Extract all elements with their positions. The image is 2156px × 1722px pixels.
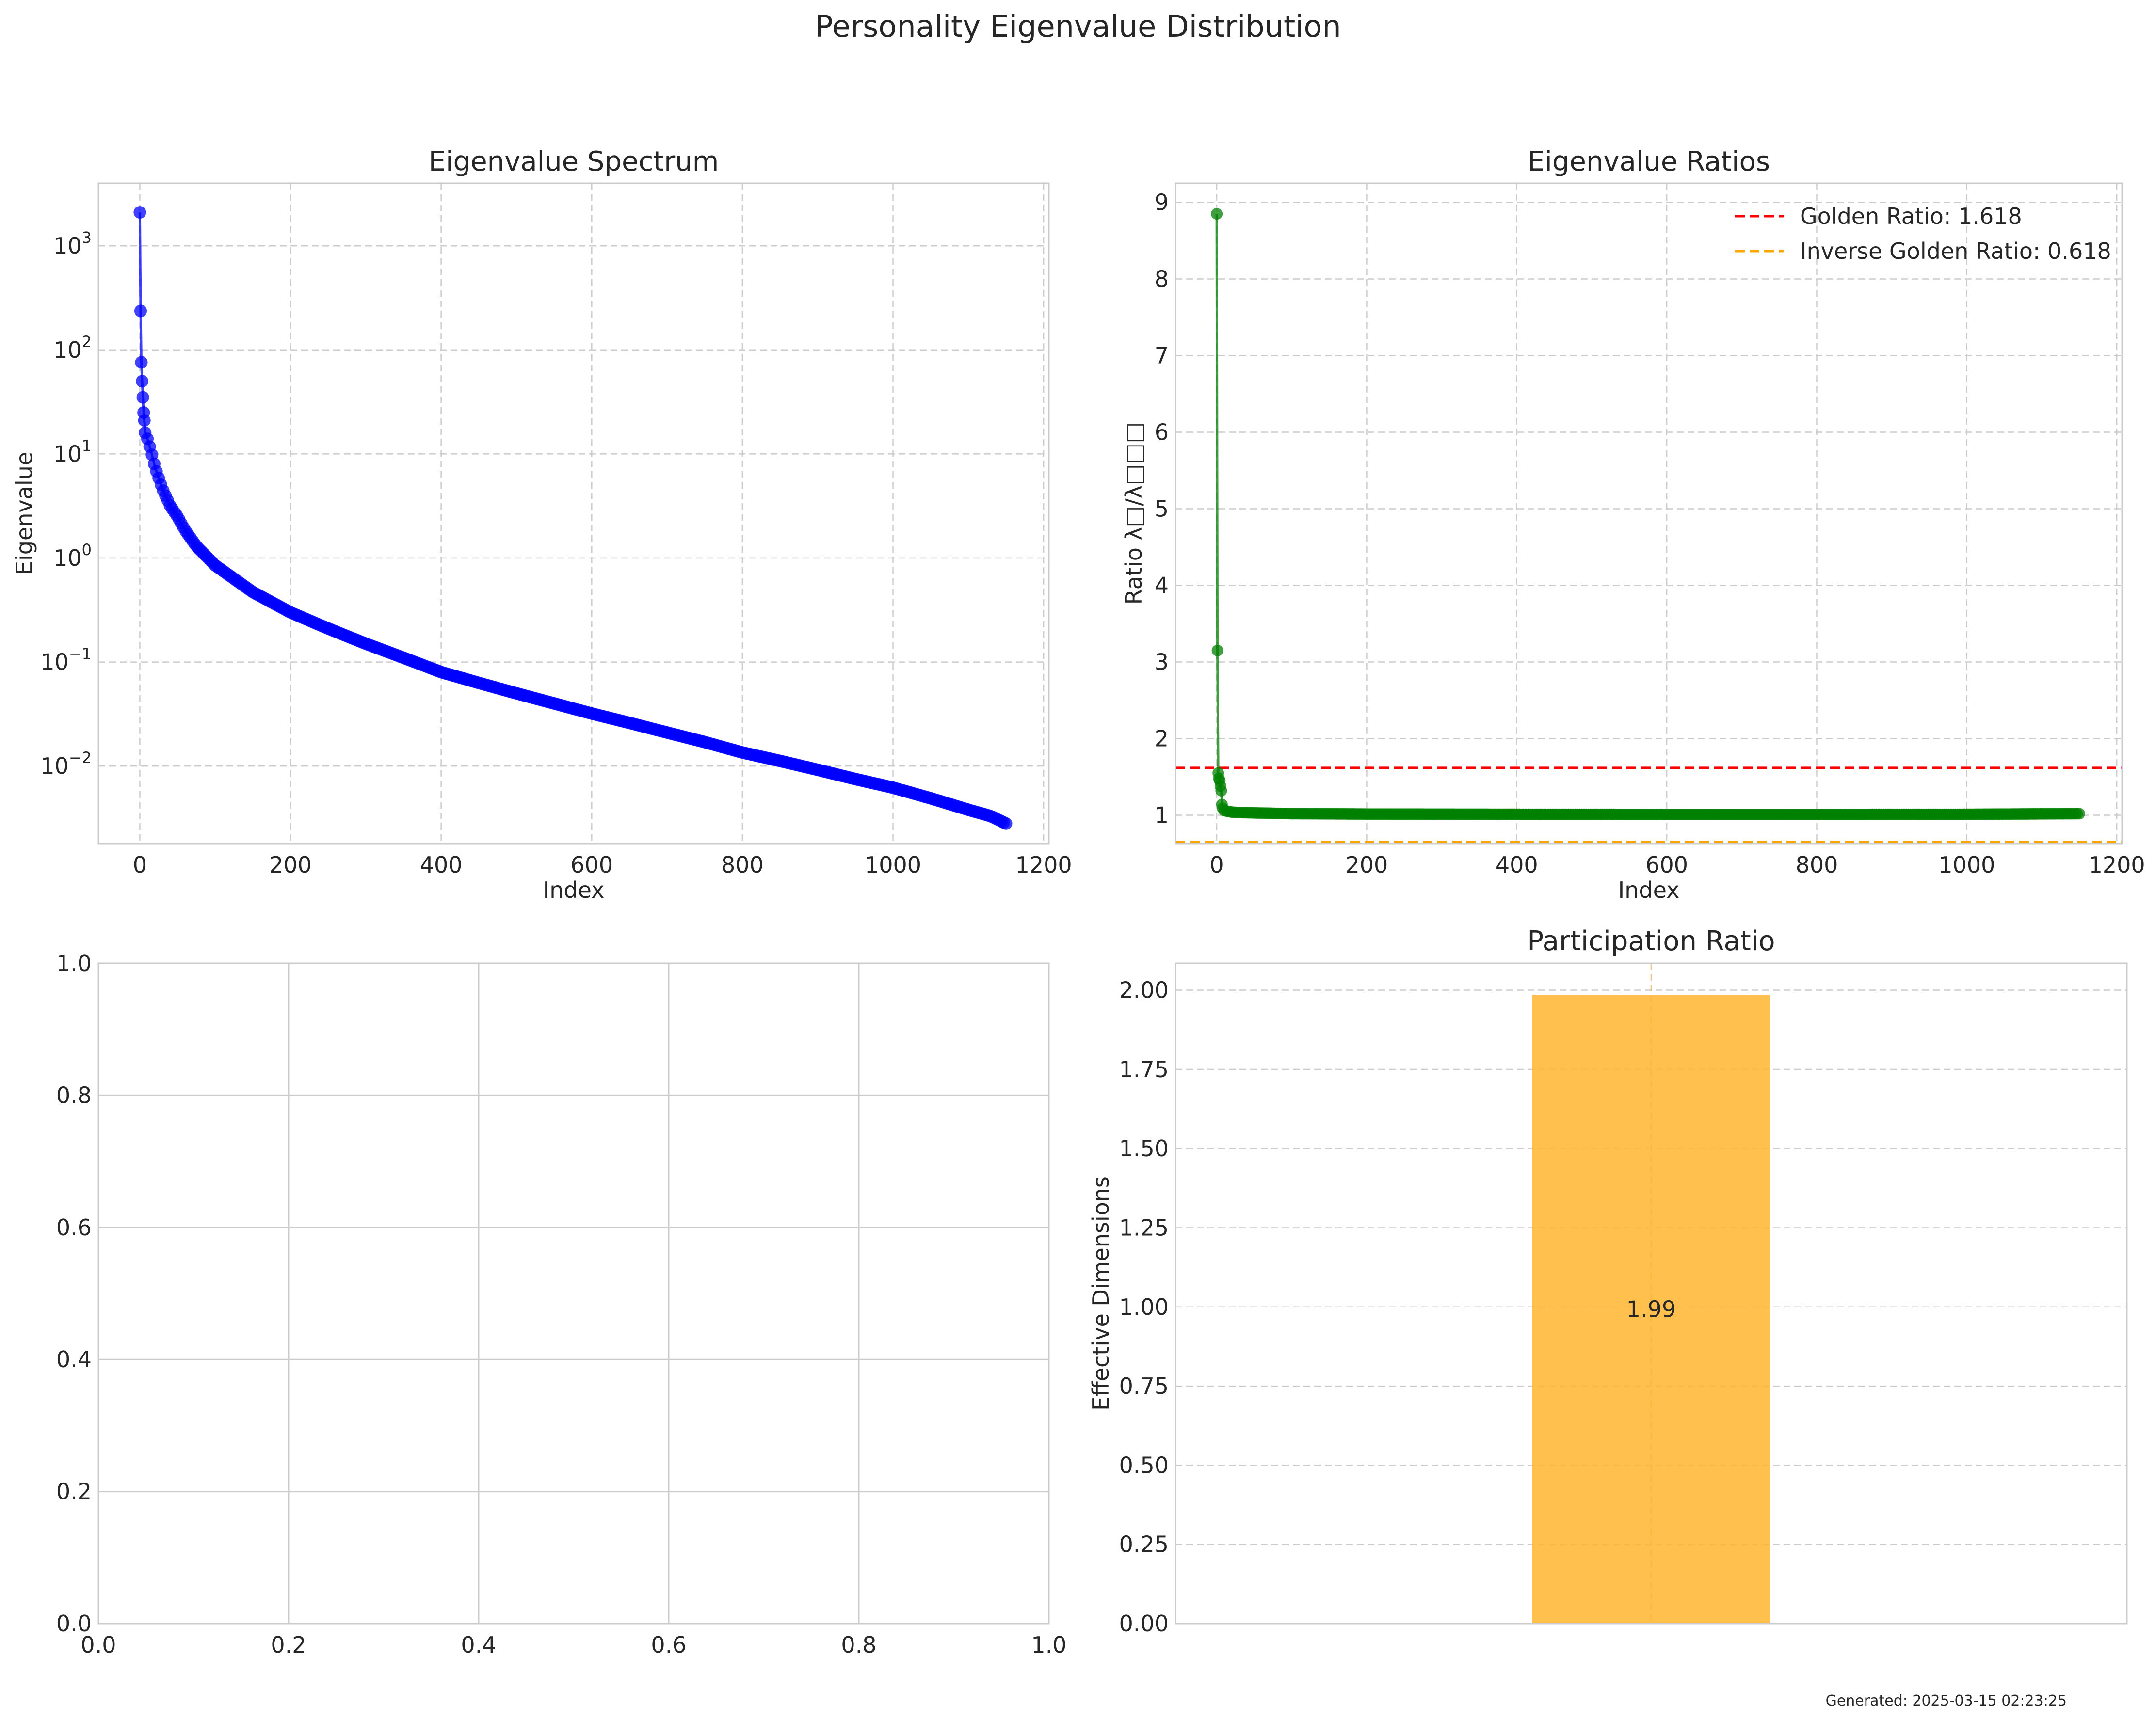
ratios-y-tick-label: 1 xyxy=(1155,802,1169,829)
empty-x-tick-label: 0.8 xyxy=(841,1632,876,1658)
ratios-ticks: 0 200 400 600 800 1000 1200 1 2 3 4 5 6 7 8 9 xyxy=(1155,190,2145,878)
ratios-title: Eigenvalue Ratios xyxy=(1528,146,1770,177)
spectrum-y-tick-label: 101 xyxy=(53,436,92,467)
ratios-y-tick-label: 2 xyxy=(1155,726,1169,752)
spectrum-y-tick-label: 10−2 xyxy=(40,749,92,779)
figure-title: Personality Eigenvalue Distribution xyxy=(815,9,1341,44)
spectrum-y-tick-label: 103 xyxy=(53,228,92,259)
spectrum-series-line xyxy=(138,212,1007,825)
legend-entry-label: Inverse Golden Ratio: 0.618 xyxy=(1800,238,2111,264)
spectrum-point xyxy=(138,414,151,427)
participation-y-tick-label: 0.00 xyxy=(1119,1610,1169,1637)
participation-plot-frame xyxy=(1175,962,2128,1625)
ratio-point xyxy=(1215,785,1227,797)
spectrum-x-tick-label: 0 xyxy=(133,852,147,878)
eigenvalue-spectrum-panel: 0 200 400 600 800 1000 1200 10−2 10−1 100 101 102 10… xyxy=(11,146,1072,903)
spectrum-y-tick-label: 100 xyxy=(53,541,92,571)
legend-entry-label: Golden Ratio: 1.618 xyxy=(1800,203,2022,229)
ratio-point xyxy=(1217,802,1229,814)
spectrum-point xyxy=(136,375,149,388)
ratio-point xyxy=(1211,644,1223,656)
participation-y-tick-label: 0.50 xyxy=(1119,1452,1169,1478)
participation-ratio-panel: 1.99 0.00 0.25 0.50 0.75 1.00 1.25 1.50 1.75 2.0… xyxy=(1088,925,2128,1637)
empty-x-tick-label: 1.0 xyxy=(1031,1632,1066,1658)
spectrum-title: Eigenvalue Spectrum xyxy=(429,146,719,177)
spectrum-point xyxy=(135,356,148,369)
ratios-y-tick-label: 9 xyxy=(1155,190,1169,216)
ratios-x-tick-label: 1000 xyxy=(1938,852,1995,878)
ratios-y-tick-label: 6 xyxy=(1155,419,1169,446)
empty-x-tick-label: 0.0 xyxy=(80,1632,116,1658)
empty-y-tick-label: 0.4 xyxy=(56,1346,92,1372)
ratios-data xyxy=(1175,208,2122,844)
spectrum-x-tick-label: 1000 xyxy=(865,852,921,878)
spectrum-grid xyxy=(98,183,1049,844)
participation-ticks: 0.00 0.25 0.50 0.75 1.00 1.25 1.50 1.75 2.00 xyxy=(1119,977,1169,1637)
ratios-legend: Golden Ratio: 1.618 Inverse Golden Ratio:… xyxy=(1735,203,2111,264)
participation-y-tick-label: 1.25 xyxy=(1119,1214,1169,1241)
spectrum-x-label: Index xyxy=(543,877,605,903)
empty-y-tick-label: 0.8 xyxy=(56,1082,92,1108)
empty-x-tick-label: 0.6 xyxy=(651,1632,686,1658)
participation-y-tick-label: 0.25 xyxy=(1119,1531,1169,1558)
empty-plot-frame xyxy=(97,962,1050,1625)
empty-y-tick-label: 0.6 xyxy=(56,1214,92,1241)
ratios-x-tick-label: 800 xyxy=(1796,852,1838,878)
empty-panel-ticks: 0.0 0.2 0.4 0.6 0.8 1.0 0.0 0.2 0.4 0.6 0.8 1.0 xyxy=(56,950,1067,1658)
spectrum-y-tick-label: 10−1 xyxy=(40,645,92,675)
spectrum-point xyxy=(999,817,1013,830)
spectrum-ticks: 0 200 400 600 800 1000 1200 10−2 10−1 100 101 102 10… xyxy=(40,228,1072,878)
ratios-series-line xyxy=(1215,214,2079,816)
spectrum-y-label: Eigenvalue xyxy=(11,452,37,575)
spectrum-plot-frame xyxy=(97,182,1050,845)
ratios-y-tick-label: 8 xyxy=(1155,266,1169,292)
ratios-plot-frame xyxy=(1175,182,2123,845)
empty-x-tick-label: 0.2 xyxy=(271,1632,306,1658)
participation-y-tick-label: 1.00 xyxy=(1119,1294,1169,1320)
spectrum-point xyxy=(136,391,149,404)
ratios-x-tick-label: 400 xyxy=(1496,852,1538,878)
spectrum-x-tick-label: 800 xyxy=(721,852,764,878)
spectrum-point xyxy=(133,206,146,219)
ratio-point xyxy=(2073,808,2085,820)
spectrum-data xyxy=(133,206,1013,830)
empty-panel-grid xyxy=(98,963,1049,1624)
ratios-y-tick-label: 5 xyxy=(1155,496,1169,522)
participation-bar-value-label: 1.99 xyxy=(1626,1296,1676,1323)
spectrum-x-tick-label: 600 xyxy=(570,852,613,878)
empty-y-tick-label: 0.2 xyxy=(56,1479,92,1505)
ratio-point xyxy=(1211,208,1223,220)
ratios-y-tick-label: 4 xyxy=(1155,573,1169,599)
participation-y-tick-label: 2.00 xyxy=(1119,977,1169,1004)
ratios-y-label: Ratio λ□/λ□□□ xyxy=(1121,422,1147,605)
spectrum-point xyxy=(134,304,147,318)
participation-y-tick-label: 1.50 xyxy=(1119,1135,1169,1162)
empty-x-tick-label: 0.4 xyxy=(461,1632,496,1658)
ratios-x-tick-label: 0 xyxy=(1209,852,1223,878)
participation-y-label: Effective Dimensions xyxy=(1088,1176,1114,1411)
participation-title: Participation Ratio xyxy=(1527,925,1775,957)
ratios-x-tick-label: 1200 xyxy=(2089,852,2145,878)
ratios-y-tick-label: 7 xyxy=(1155,343,1169,369)
spectrum-x-tick-label: 1200 xyxy=(1015,852,1072,878)
spectrum-y-tick-label: 102 xyxy=(53,333,92,363)
participation-y-tick-label: 1.75 xyxy=(1119,1056,1169,1083)
spectrum-x-tick-label: 200 xyxy=(269,852,312,878)
eigenvalue-ratios-panel: 0 200 400 600 800 1000 1200 1 2 3 4 5 6 7 8 9 Eigenvalu… xyxy=(1121,146,2145,903)
ratios-y-tick-label: 3 xyxy=(1155,649,1169,675)
spectrum-x-tick-label: 400 xyxy=(420,852,463,878)
ratios-grid xyxy=(1175,183,2122,844)
ratios-x-tick-label: 200 xyxy=(1346,852,1388,878)
ratios-x-label: Index xyxy=(1618,877,1680,903)
participation-data: 1.99 xyxy=(1532,995,1770,1624)
generated-timestamp: Generated: 2025-03-15 02:23:25 xyxy=(1826,1692,2067,1709)
participation-bar xyxy=(1532,995,1770,1624)
empty-panel: 0.0 0.2 0.4 0.6 0.8 1.0 0.0 0.2 0.4 0.6 0.8 1.0 xyxy=(56,950,1067,1658)
empty-y-tick-label: 0.0 xyxy=(56,1610,92,1637)
empty-y-tick-label: 1.0 xyxy=(56,950,92,976)
ratios-x-tick-label: 600 xyxy=(1645,852,1688,878)
participation-y-tick-label: 0.75 xyxy=(1119,1373,1169,1399)
